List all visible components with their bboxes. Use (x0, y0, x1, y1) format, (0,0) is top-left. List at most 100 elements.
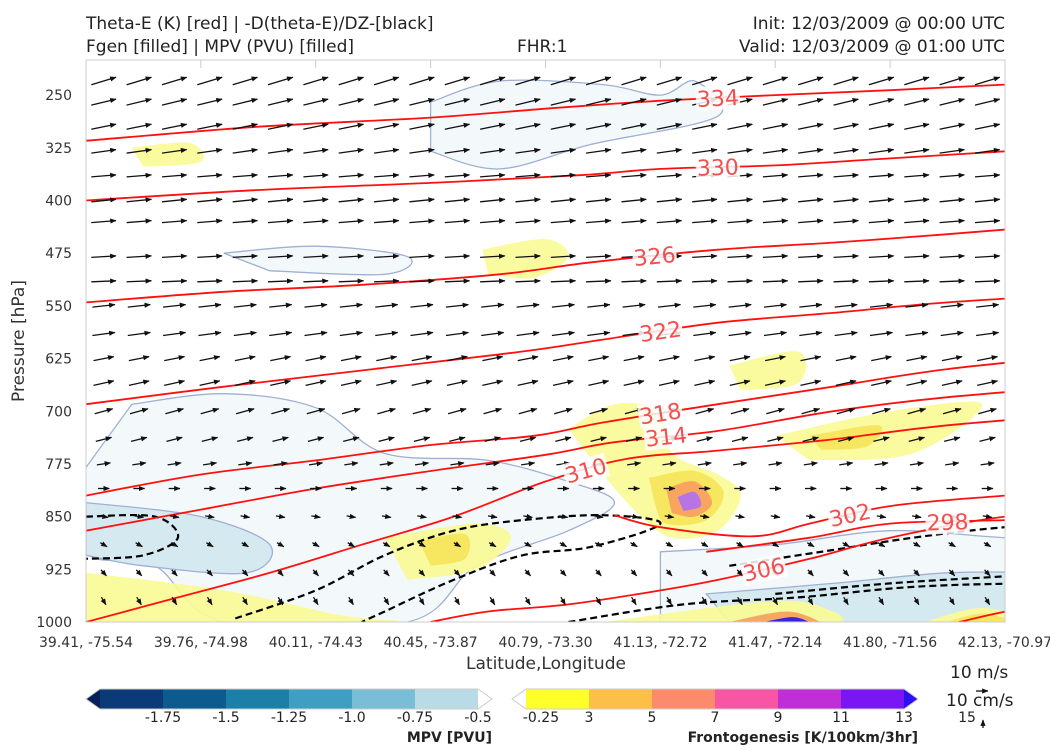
wind-vector (161, 172, 188, 178)
wind-vector (550, 147, 577, 154)
wind-vector (842, 569, 850, 577)
theta-e-label-background (636, 316, 684, 347)
wind-vector (666, 569, 673, 577)
wind-vector (974, 147, 1001, 154)
wind-vector (303, 97, 329, 106)
wind-vector (444, 172, 471, 178)
theta-e-contour (86, 150, 1005, 202)
mpv-colorbar-tick: -1.0 (338, 710, 365, 726)
wind-vector (170, 541, 179, 548)
wind-vector (523, 513, 533, 520)
wind-vector (347, 569, 355, 577)
wind-vector (694, 355, 716, 362)
wind-vector (197, 147, 223, 154)
wind-vector (135, 541, 143, 548)
wind-vector (656, 278, 683, 284)
wind-vector (197, 278, 223, 284)
wind-vector (267, 147, 294, 154)
wind-vector (694, 379, 716, 387)
wind-vector (479, 76, 506, 86)
frontogenesis-colorbar-tick: 13 (895, 710, 913, 726)
theta-e-label-background (739, 552, 788, 586)
wind-vector (762, 218, 789, 224)
wind-vector (697, 461, 712, 467)
wind-vector (267, 122, 294, 130)
wind-vector (447, 407, 467, 415)
wind-vector (586, 147, 612, 154)
wind-vector (909, 461, 925, 467)
wind-vector (621, 76, 647, 86)
wind-vector (344, 461, 359, 467)
wind-vector (550, 97, 577, 106)
wind-vector (127, 330, 151, 337)
forecast-hour: FHR:1 (517, 37, 568, 57)
wind-vector (948, 596, 955, 606)
wind-vector (444, 97, 471, 106)
wind-vector (418, 569, 425, 577)
wind-vector (833, 197, 859, 203)
wind-vector (941, 355, 963, 362)
wind-vector (906, 355, 928, 362)
frontogenesis-fill-layer (86, 142, 1005, 622)
wind-vector (976, 302, 1000, 308)
wind-vector (904, 76, 930, 86)
wind-vector (834, 302, 858, 308)
wind-vector (480, 172, 506, 178)
wind-vector (800, 379, 822, 387)
wind-vector (693, 330, 717, 337)
wind-vector (727, 278, 753, 284)
x-axis-label: Latitude,Longitude (466, 654, 626, 674)
wind-vector (833, 76, 859, 86)
wind-vector (770, 513, 781, 520)
wind-vector (377, 407, 397, 415)
wind-vector (267, 197, 294, 203)
wind-vector (727, 122, 753, 130)
wind-vector (167, 461, 182, 467)
theta-e-label-layer: 334330326322318314310306302298302 (561, 84, 970, 588)
wind-vector (232, 172, 259, 178)
wind-vector (974, 122, 1001, 130)
wind-vector (373, 97, 400, 106)
wind-vector (550, 122, 577, 130)
theta-e-label: 298 (926, 510, 969, 536)
wind-vector (807, 596, 814, 606)
wind-vector (912, 541, 921, 548)
wind-vector (304, 302, 328, 308)
wind-vector (692, 147, 718, 154)
frontogenesis-colorbar-swatch (652, 689, 715, 709)
wind-vector (630, 541, 638, 548)
wind-vector (762, 197, 789, 203)
wind-vector (657, 302, 682, 308)
wind-vector (241, 541, 249, 548)
wind-vector (939, 122, 966, 130)
wind-vector (837, 436, 855, 443)
mpv-colorbar-label: MPV [PVU] (407, 730, 492, 746)
wind-vector (205, 513, 215, 520)
wind-vector (169, 513, 180, 520)
mpv-colorbar-tick: -0.75 (397, 710, 433, 726)
wind-vector (656, 218, 683, 224)
wind-vector (621, 122, 647, 130)
theta-e-contour (958, 610, 1005, 622)
wind-vector (409, 218, 435, 224)
wind-vector (977, 355, 999, 362)
wind-vector (767, 436, 784, 443)
wind-vector (412, 407, 432, 415)
y-axis-label: Pressure [hPa] (9, 280, 29, 402)
mpv-colorbar-swatch (100, 689, 163, 709)
wind-vector (939, 197, 966, 203)
wind-vector (267, 218, 294, 224)
wind-vector (798, 253, 824, 259)
wind-vector (91, 147, 117, 154)
theta-e-label-background (925, 509, 970, 535)
theta-e-contour (86, 361, 1005, 497)
wind-vector (161, 218, 188, 224)
wind-vector (942, 407, 962, 415)
wind-vector (305, 379, 327, 387)
theta-e-label-background (695, 84, 741, 111)
wind-vector (763, 302, 788, 308)
wind-vector (303, 147, 329, 154)
wind-vector (479, 122, 506, 130)
wind-vector (374, 218, 400, 224)
wind-vector (552, 379, 574, 387)
